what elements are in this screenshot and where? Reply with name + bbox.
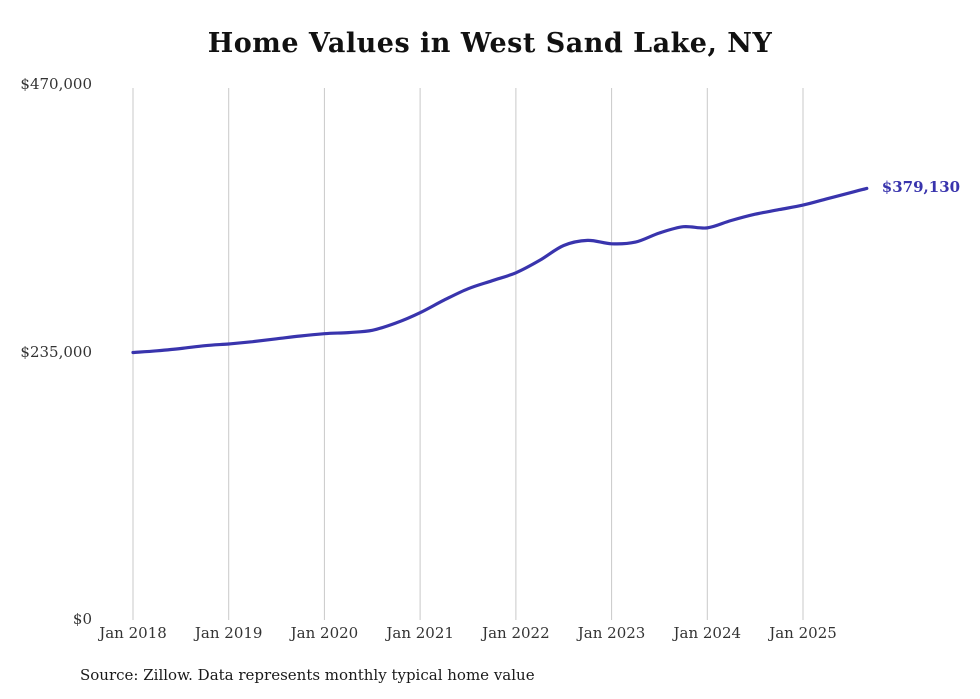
x-axis-tick-jan-2020: Jan 2020 (290, 624, 359, 642)
x-axis-tick-jan-2019: Jan 2019 (194, 624, 263, 642)
y-axis-tick-470000: $470,000 (20, 75, 92, 93)
chart-title: Home Values in West Sand Lake, NY (207, 28, 773, 59)
y-axis-tick-0: $0 (72, 610, 92, 628)
x-axis-tick-jan-2018: Jan 2018 (99, 624, 167, 642)
home-value-line (131, 186, 869, 355)
source-note: Source: Zillow. Data represents monthly … (80, 666, 535, 684)
x-axis-tick-jan-2021: Jan 2021 (386, 624, 454, 642)
x-axis-tick-jan-2024: Jan 2024 (673, 624, 742, 642)
vertical-gridlines (132, 88, 804, 620)
x-axis-tick-jan-2023: Jan 2023 (577, 624, 646, 642)
y-axis-tick-235000: $235,000 (20, 342, 92, 361)
latest-value-annotation: $379,130 (881, 178, 961, 197)
x-axis-tick-jan-2025: Jan 2025 (769, 624, 837, 642)
x-axis-tick-jan-2022: Jan 2022 (482, 624, 550, 642)
